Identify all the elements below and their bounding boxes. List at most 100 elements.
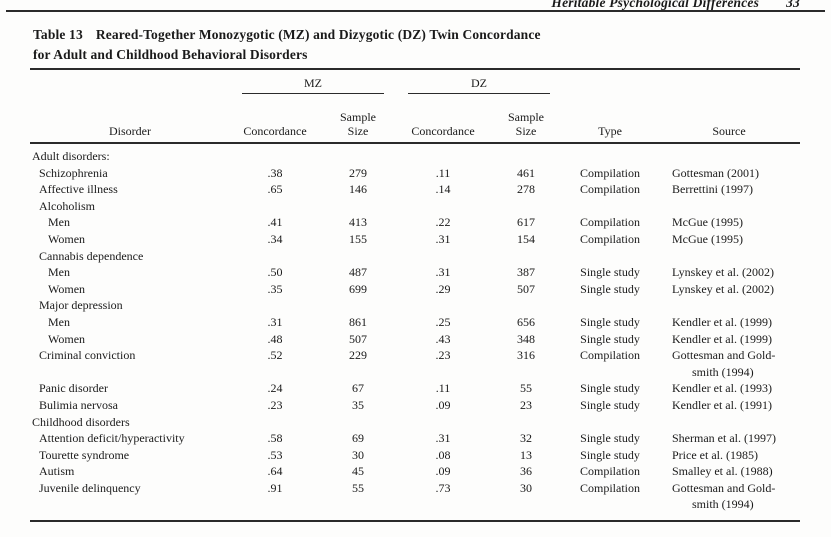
cell-mz-concordance: .64 (267, 464, 283, 479)
cell-dz-sample-size: 36 (520, 464, 532, 479)
cell-disorder: Women (48, 231, 86, 246)
cell-dz-concordance: .25 (435, 314, 451, 329)
cell-dz-concordance (396, 143, 490, 165)
cell-dz-concordance (396, 414, 490, 431)
dz-spanner-rule: DZ (408, 76, 550, 94)
cell-source (658, 198, 800, 215)
cell-mz-concordance (230, 248, 320, 265)
cell-dz-sample-size (490, 414, 562, 431)
cell-mz-sample-size: 699 (349, 281, 367, 296)
cell-dz-concordance: .43 (435, 331, 451, 346)
cell-dz-sample-size: 387 (517, 265, 535, 280)
cell-dz-concordance: .11 (435, 381, 451, 396)
cell-dz-sample-size: 23 (520, 397, 532, 412)
table-row: Cannabis dependence (30, 248, 800, 265)
cell-disorder: Childhood disorders (32, 414, 130, 429)
cell-mz-concordance: .41 (267, 215, 283, 230)
dz-group-header: DZ (396, 69, 562, 94)
cell-mz-concordance: .38 (267, 165, 283, 180)
cell-mz-concordance: .31 (267, 314, 283, 329)
cell-type (562, 414, 658, 431)
cell-dz-sample-size: 507 (517, 281, 535, 296)
cell-source: Kendler et al. (1999) (672, 331, 772, 346)
mz-spanner-rule: MZ (242, 76, 384, 94)
cell-mz-concordance: .24 (267, 381, 283, 396)
cell-mz-concordance: .52 (267, 348, 283, 363)
column-header-dz-sample-size: Sample Size (490, 94, 562, 144)
table-row: Affective illness .65 146 .14 278 Compilation… (30, 181, 800, 198)
cell-mz-sample-size: 55 (352, 480, 364, 495)
cell-type: Compilation (580, 182, 640, 197)
running-head: Heritable Psychological Differences 33 (551, 0, 800, 11)
table-row: Panic disorder .24 67 .11 55 Single study Kend… (30, 380, 800, 397)
cell-mz-concordance (230, 297, 320, 314)
cell-mz-concordance: .50 (267, 265, 283, 280)
page-number: 33 (786, 0, 800, 10)
cell-source: McGue (1995) (672, 231, 743, 246)
cell-dz-concordance: .31 (435, 431, 451, 446)
cell-source: Lynskey et al. (2002) (672, 265, 774, 280)
cell-disorder: Women (48, 331, 86, 346)
cell-mz-sample-size: 35 (352, 397, 364, 412)
cell-mz-sample-size: 413 (349, 215, 367, 230)
cell-mz-concordance (230, 414, 320, 431)
column-header-source: Source (658, 94, 800, 144)
cell-mz-concordance: .23 (267, 397, 283, 412)
dz-group-label: DZ (471, 76, 487, 90)
concordance-table-area: MZ DZ Disorder Concordance Sample Size C… (30, 68, 800, 523)
cell-disorder: Juvenile delinquency (39, 480, 141, 495)
table-row: Criminal conviction .52 229 .23 316 Compilati… (30, 347, 800, 380)
table-row: Alcoholism (30, 198, 800, 215)
cell-type: Single study (580, 447, 640, 462)
cell-dz-concordance: .22 (435, 215, 451, 230)
cell-dz-sample-size: 316 (517, 348, 535, 363)
table-row: Major depression (30, 297, 800, 314)
column-header-mz-concordance: Concordance (230, 94, 320, 144)
cell-mz-sample-size: 30 (352, 447, 364, 462)
cell-source (658, 414, 800, 431)
cell-source: Kendler et al. (1991) (672, 397, 772, 412)
mz-group-label: MZ (304, 76, 322, 90)
table-number: Table 13 (33, 27, 83, 42)
cell-dz-concordance: .09 (435, 464, 451, 479)
cell-type: Compilation (580, 165, 640, 180)
cell-source: Kendler et al. (1993) (672, 381, 772, 396)
cell-dz-sample-size: 154 (517, 231, 535, 246)
cell-type: Single study (580, 331, 640, 346)
cell-mz-sample-size (320, 297, 396, 314)
table-row: Autism .64 45 .09 36 Compilation Smalley et al… (30, 463, 800, 480)
cell-dz-concordance: .23 (435, 348, 451, 363)
table-row: Women .35 699 .29 507 Single study Lynskey et … (30, 281, 800, 298)
cell-source: Price et al. (1985) (672, 447, 758, 462)
cell-type: Single study (580, 281, 640, 296)
cell-dz-sample-size: 30 (520, 480, 532, 495)
cell-disorder: Women (48, 281, 86, 296)
cell-dz-concordance (396, 198, 490, 215)
table-row: Juvenile delinquency .91 55 .73 30 Compilatio… (30, 480, 800, 521)
cell-disorder: Panic disorder (39, 381, 108, 396)
column-header-dz-concordance: Concordance (396, 94, 490, 144)
table-row: Men .50 487 .31 387 Single study Lynskey et al… (30, 264, 800, 281)
table-row: Men .31 861 .25 656 Single study Kendler et al… (30, 314, 800, 331)
cell-type: Single study (580, 397, 640, 412)
cell-dz-sample-size: 461 (517, 165, 535, 180)
empty-header-cell (562, 69, 658, 94)
cell-dz-concordance: .73 (435, 480, 451, 495)
cell-disorder: Major depression (39, 298, 123, 313)
cell-dz-concordance: .09 (435, 397, 451, 412)
cell-disorder: Adult disorders: (32, 149, 110, 163)
cell-type: Single study (580, 381, 640, 396)
cell-mz-concordance: .34 (267, 231, 283, 246)
cell-source: Gottesman (2001) (672, 165, 759, 180)
cell-mz-concordance: .48 (267, 331, 283, 346)
cell-type: Compilation (580, 348, 640, 363)
cell-disorder: Autism (39, 464, 75, 479)
cell-source: Smalley et al. (1988) (672, 464, 773, 479)
cell-mz-sample-size (320, 198, 396, 215)
cell-type (562, 198, 658, 215)
cell-mz-concordance: .35 (267, 281, 283, 296)
cell-dz-concordance: .11 (435, 165, 451, 180)
cell-mz-sample-size: 69 (352, 431, 364, 446)
column-header-type: Type (562, 94, 658, 144)
table-row: Adult disorders: (30, 143, 800, 165)
